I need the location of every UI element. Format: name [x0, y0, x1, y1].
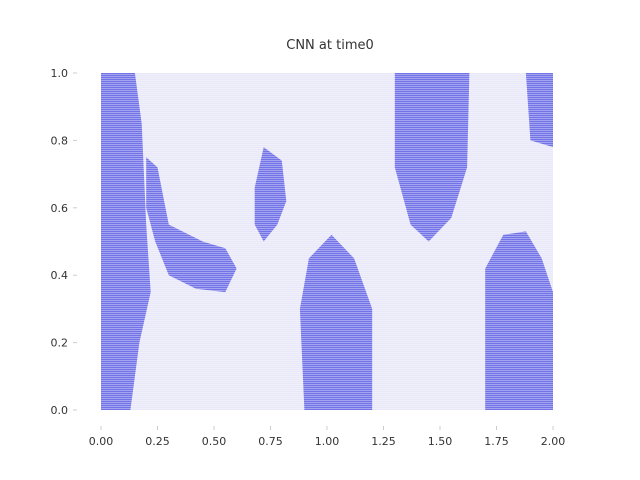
y-tick-label: 0.8 — [51, 134, 69, 147]
y-axis-ticks: 0.0 0.2 0.4 0.6 0.8 1.0 — [51, 67, 77, 417]
x-tick-label: 0.75 — [258, 435, 283, 448]
x-tick-label: 1.25 — [371, 435, 396, 448]
scanline-overlay — [101, 73, 553, 410]
y-tick-label: 0.4 — [51, 269, 69, 282]
y-tick-label: 0.2 — [51, 337, 69, 350]
chart-title: CNN at time0 — [286, 38, 374, 53]
x-tick-label: 1.50 — [428, 435, 453, 448]
x-tick-label: 1.75 — [484, 435, 509, 448]
y-tick-label: 0.6 — [51, 202, 69, 215]
x-tick-label: 0.25 — [145, 435, 170, 448]
y-tick-label: 1.0 — [51, 67, 69, 80]
y-tick-label: 0.0 — [51, 404, 69, 417]
x-tick-label: 0.50 — [202, 435, 227, 448]
x-tick-label: 1.00 — [315, 435, 340, 448]
x-axis-ticks: 0.00 0.25 0.50 0.75 1.00 1.25 1.50 1.75 2.00 — [89, 426, 566, 448]
x-tick-label: 2.00 — [541, 435, 566, 448]
x-tick-label: 0.00 — [89, 435, 114, 448]
